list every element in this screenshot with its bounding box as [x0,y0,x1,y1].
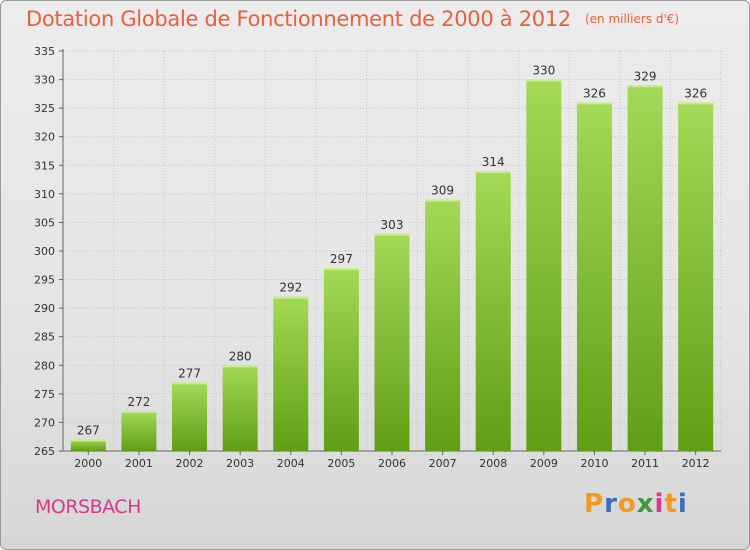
data-label: 326 [583,86,606,100]
y-tick-label: 320 [34,131,55,144]
bar-2002 [172,382,208,451]
logo-letter: i [677,489,688,519]
bar-2005 [323,268,359,451]
bar-2006 [374,233,410,451]
bar-highlight [222,365,258,368]
y-tick-label: 330 [34,74,55,87]
data-label: 267 [77,424,100,438]
logo-letter: x [636,489,655,519]
bar-highlight [121,411,157,413]
data-label: 309 [431,184,454,198]
y-tick-label: 280 [34,359,55,372]
chart-unit: (en milliers d'€) [584,12,680,26]
bar-2004 [273,296,309,451]
bar-2008 [475,171,511,451]
x-tick-label: 2010 [580,457,608,470]
data-label: 280 [229,349,252,363]
commune-name: MORSBACH [35,496,141,518]
bar-highlight [374,233,410,236]
y-tick-label: 265 [34,445,55,458]
bar-highlight [526,79,562,82]
y-tick-label: 335 [34,45,55,58]
bar-highlight [678,102,714,105]
bar-2007 [425,199,461,451]
bar-highlight [576,102,612,105]
y-tick-label: 325 [34,102,55,115]
bar-highlight [323,268,359,271]
logo-letter: o [617,489,637,519]
data-label: 329 [634,69,657,83]
logo-letter: r [604,489,618,519]
data-label: 272 [127,395,150,409]
y-tick-label: 305 [34,216,55,229]
bar-highlight [475,171,511,173]
bar-highlight [172,382,208,385]
x-tick-label: 2012 [682,457,710,470]
bar-2010 [576,102,612,451]
x-tick-label: 2008 [479,457,507,470]
bar-2011 [627,85,663,452]
y-tick-label: 310 [34,188,55,201]
bar-2000 [70,439,106,451]
chart-title-text: Dotation Globale de Fonctionnement de 20… [26,7,571,31]
data-label: 314 [482,155,505,169]
logo-letter: t [664,489,678,519]
bar-2003 [222,365,258,451]
proxiti-logo[interactable]: Proxiti [584,489,688,519]
y-tick-label: 285 [34,331,55,344]
data-label: 326 [684,86,707,100]
chart-title: Dotation Globale de Fonctionnement de 20… [26,7,679,31]
data-label: 303 [381,218,404,232]
x-tick-label: 2000 [74,457,102,470]
logo-letter: P [584,489,605,519]
y-tick-label: 295 [34,274,55,287]
bar-highlight [627,85,663,88]
y-tick-label: 275 [34,388,55,401]
x-tick-label: 2004 [277,457,305,470]
y-tick-label: 300 [34,245,55,258]
x-tick-label: 2007 [429,457,457,470]
y-tick-label: 315 [34,159,55,172]
data-label: 330 [532,64,555,78]
x-tick-label: 2009 [530,457,558,470]
axes: 265 270 275 280 285 290 295 300 305 310 315 320 325 3… [34,45,721,470]
y-tick-label: 270 [34,416,55,429]
x-tick-label: 2005 [327,457,355,470]
bar-highlight [70,439,106,442]
y-tick-label: 290 [34,302,55,315]
x-tick-label: 2002 [176,457,204,470]
bar-highlight [273,296,309,299]
x-tick-label: 2006 [378,457,406,470]
bar-2009 [526,79,562,452]
bar-2012 [678,102,714,451]
data-label: 277 [178,366,201,380]
data-label: 292 [279,281,302,295]
x-tick-label: 2003 [226,457,254,470]
bar-highlight [425,199,461,202]
x-tick-label: 2011 [631,457,659,470]
bars: 267 272 277 280 292 297 303 309 314 330 326 329 326 [70,64,714,452]
logo-letter: i [654,489,665,519]
data-label: 297 [330,252,353,266]
x-tick-label: 2001 [125,457,153,470]
bar-2001 [121,411,157,451]
